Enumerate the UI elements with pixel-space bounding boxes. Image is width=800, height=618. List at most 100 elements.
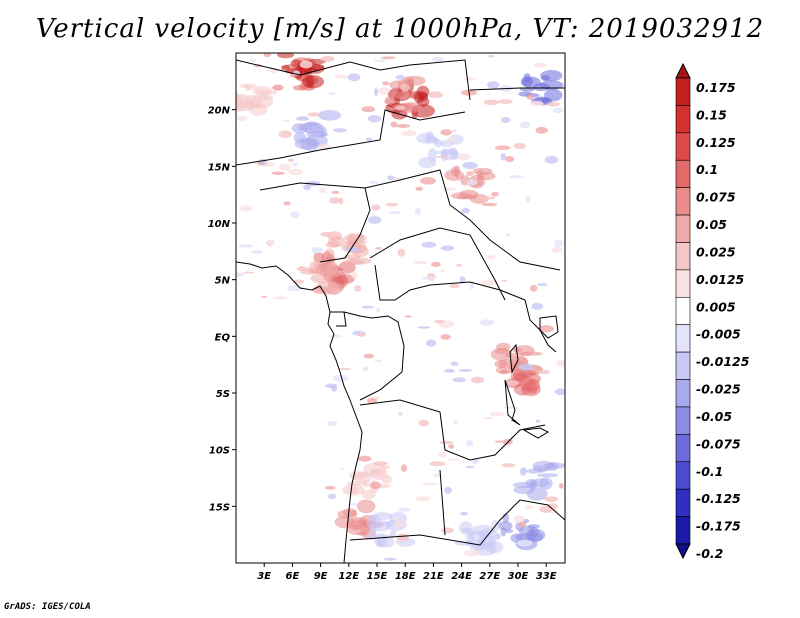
field-speckle (363, 462, 386, 477)
field-speckle (320, 55, 335, 63)
field-speckle (420, 177, 437, 185)
field-speckle (338, 367, 352, 371)
field-speckle (303, 184, 312, 191)
field-speckle (345, 246, 360, 253)
field-speckle (328, 334, 343, 339)
colorbar-segment (675, 406, 691, 435)
field-speckle (458, 368, 473, 372)
field-speckle (299, 60, 313, 69)
field-speckle (348, 257, 372, 265)
colorbar-segment (675, 132, 691, 161)
field-speckle (479, 196, 496, 200)
field-speckle (509, 175, 524, 179)
field-speckle (400, 83, 410, 92)
field-speckle (320, 127, 328, 137)
field-speckle (460, 511, 468, 516)
x-tick-label: 6E (286, 571, 300, 582)
field-speckle (394, 105, 406, 111)
field-speckle (400, 464, 408, 472)
field-speckle (293, 132, 307, 144)
field-speckle (361, 489, 376, 500)
field-speckle (378, 87, 390, 95)
field-speckle (554, 388, 565, 396)
field-speckle (354, 285, 362, 292)
field-speckle (333, 128, 347, 133)
field-speckle (440, 334, 451, 340)
colorbar-label: -0.125 (696, 491, 741, 506)
border (259, 182, 371, 263)
field-speckle (361, 305, 375, 309)
field-speckle (368, 476, 377, 479)
field-speckle (433, 473, 442, 477)
field-speckle (263, 53, 272, 58)
y-tick-label: 5N (215, 276, 231, 287)
x-tick-label: 15E (367, 571, 388, 582)
border (374, 264, 526, 301)
border (469, 87, 565, 91)
field-speckle (312, 285, 328, 294)
lake-outline (522, 427, 550, 439)
field-speckle (481, 202, 498, 207)
field-speckle (438, 451, 447, 458)
field-speckle (440, 527, 455, 534)
map-field (236, 53, 565, 561)
field-speckle (308, 58, 326, 65)
colorbar-segment (675, 379, 691, 408)
y-tick-label: 5S (216, 389, 230, 400)
chart-svg: 3E 6E 9E 12E 15E 18E 21E 24E 27E 30E 33E 20N 15N 10N… (208, 52, 750, 582)
field-speckle (367, 115, 382, 123)
field-speckle (531, 302, 544, 310)
field-speckle (470, 376, 485, 384)
x-tick-label: 18E (395, 571, 416, 582)
field-speckle (535, 419, 541, 423)
field-speckle (365, 137, 373, 142)
field-speckle (319, 187, 327, 194)
field-speckle (469, 282, 475, 290)
field-speckle (381, 56, 396, 60)
field-speckle (533, 83, 550, 92)
y-tick-label: 10S (209, 446, 230, 457)
y-tick-label: EQ (215, 332, 231, 343)
lake-outline (539, 315, 559, 339)
field-speckle (346, 524, 371, 536)
field-speckle (479, 319, 495, 326)
field-speckle (322, 263, 335, 275)
x-tick-label: 24E (451, 571, 472, 582)
colorbar-segment (675, 159, 691, 188)
field-speckle (447, 458, 461, 461)
field-speckle (448, 444, 455, 449)
field-speckle (498, 99, 513, 104)
field-speckle (383, 557, 397, 561)
field-speckle (396, 533, 410, 542)
field-speckle (388, 211, 401, 215)
field-speckle (418, 419, 429, 427)
field-speckle (489, 412, 505, 417)
field-speckle (519, 467, 527, 476)
field-speckle (481, 279, 497, 287)
coastline (236, 261, 363, 563)
colorbar-segment (675, 105, 691, 134)
field-speckle (272, 84, 284, 91)
colorbar-segment (675, 516, 691, 545)
field-speckle (324, 248, 335, 259)
border (359, 399, 546, 461)
field-speckle (334, 74, 348, 79)
field-speckle (327, 493, 337, 500)
field-speckle (283, 201, 291, 206)
plot-frame (235, 52, 566, 564)
chart-title: Vertical velocity [m/s] at 1000hPa, VT: … (35, 14, 765, 44)
field-speckle (381, 81, 390, 86)
colorbar-segment (675, 187, 691, 216)
field-speckle (530, 284, 538, 292)
x-tick-label: 3E (257, 571, 271, 582)
field-speckle (518, 521, 527, 528)
x-tick-label: 12E (338, 571, 359, 582)
field-speckle (239, 204, 252, 212)
field-speckle (546, 102, 560, 107)
y-tick-label: 20N (208, 106, 231, 117)
field-speckle (374, 88, 379, 96)
field-speckle (282, 119, 291, 122)
field-speckle (292, 84, 309, 91)
field-speckle (405, 75, 426, 86)
field-speckle (447, 136, 455, 143)
